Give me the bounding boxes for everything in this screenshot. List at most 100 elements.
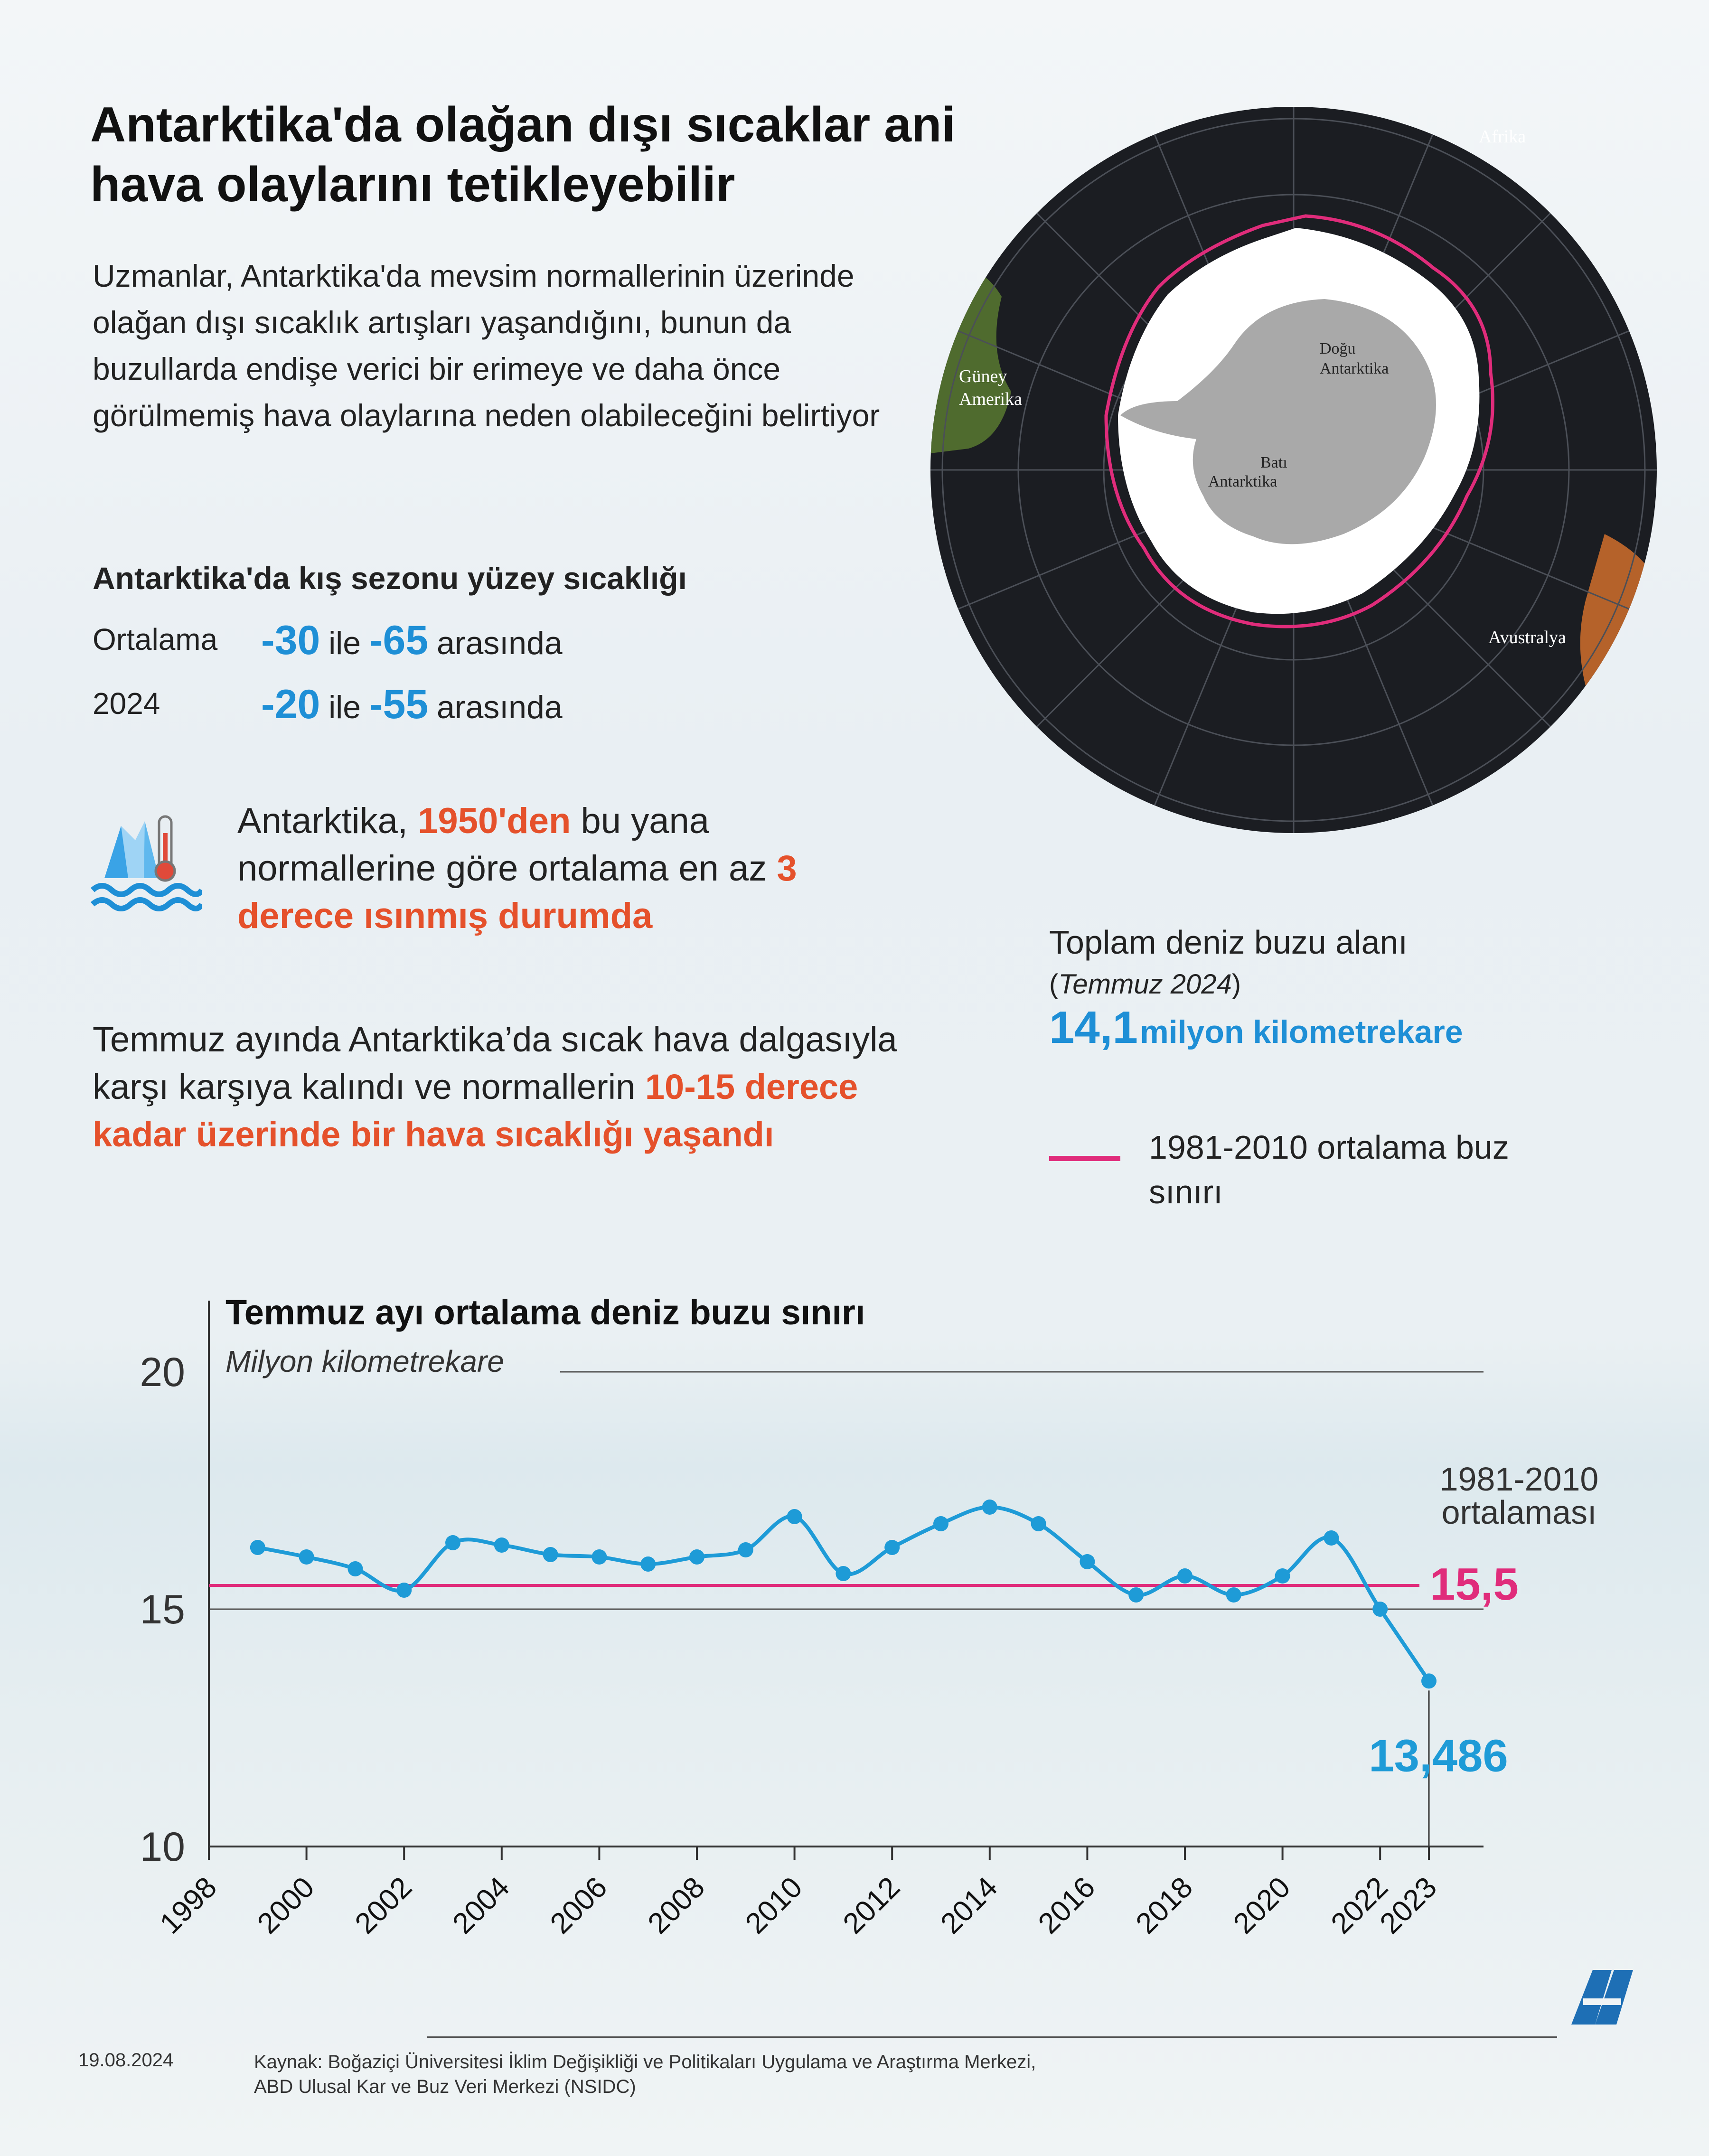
y-tick-label: 20 <box>140 1350 185 1395</box>
temp-high: -65 <box>369 618 429 663</box>
data-point <box>1031 1516 1046 1531</box>
legend-boundary-label: 1981-2010 ortalama buz sınırı <box>1149 1129 1509 1210</box>
map-layers <box>930 107 1657 833</box>
temp-mid: ile <box>329 625 361 661</box>
temp-low: -20 <box>261 682 320 727</box>
last-value-label: 13,486 <box>1369 1730 1508 1781</box>
chart-gridlines <box>209 1371 1484 1610</box>
x-tick-label: 2018 <box>1130 1871 1199 1940</box>
temp-suffix: arasında <box>436 689 563 725</box>
sea-ice-date-text: Temmuz 2024 <box>1058 969 1232 1000</box>
intro-text: Uzmanlar, Antarktika'da mevsim normaller… <box>93 258 880 433</box>
data-point <box>738 1542 753 1557</box>
footer-source-line: ABD Ulusal Kar ve Buz Veri Merkezi (NSID… <box>254 2076 636 2097</box>
heatwave-text: Temmuz ayında Antarktika’da sıcak hava d… <box>93 1016 900 1158</box>
reference-value-label: 15,5 <box>1430 1559 1519 1610</box>
sea-ice-date: (Temmuz 2024) <box>1049 968 1241 1000</box>
chart-x-ticks: 1998 2000 2002 2004 2006 2008 2010 2012 2014 2016… <box>154 1847 1443 1940</box>
label-west-antarctica-1: Batı <box>1260 454 1287 471</box>
x-tick-label: 2008 <box>642 1871 711 1940</box>
data-point <box>836 1566 851 1581</box>
data-point <box>250 1540 265 1555</box>
temp-suffix: arasında <box>436 625 563 661</box>
temp-row-label: Ortalama <box>93 622 218 656</box>
temp-row-values: -30 ile -65 arasında <box>261 617 563 664</box>
data-point <box>1421 1673 1437 1689</box>
data-point <box>1128 1587 1144 1603</box>
series-line <box>257 1505 1431 1682</box>
x-tick-label: 2020 <box>1227 1871 1296 1940</box>
data-point <box>787 1509 802 1524</box>
footer-divider <box>427 2036 1557 2038</box>
temp-row-label: 2024 <box>93 686 160 721</box>
antarctica-polar-map: Afrika Güney Amerika Doğu Antarktika Bat… <box>930 107 1657 833</box>
data-point <box>640 1556 656 1572</box>
data-point <box>933 1516 948 1531</box>
footer-source-line: Kaynak: Boğaziçi Üniversitesi İklim Deği… <box>254 2052 1036 2072</box>
data-point <box>592 1549 607 1565</box>
y-tick-label: 10 <box>140 1824 185 1870</box>
data-point <box>1080 1554 1095 1569</box>
label-east-antarctica-2: Antarktika <box>1320 360 1389 377</box>
average-ice-boundary <box>1104 214 1494 628</box>
temp-row-values: -20 ile -55 arasında <box>261 681 563 728</box>
x-tick-label: 2014 <box>934 1871 1004 1940</box>
winter-temp-title: Antarktika'da kış sezonu yüzey sıcaklığı <box>93 561 687 596</box>
data-point <box>347 1561 363 1576</box>
x-tick-label: 2000 <box>251 1871 320 1940</box>
sea-ice-line-chart: Temmuz ayı ortalama deniz buzu sınırı Mi… <box>140 1293 1599 1940</box>
x-tick-label: 2016 <box>1032 1871 1101 1940</box>
x-tick-label: 2006 <box>544 1871 613 1940</box>
data-point <box>1226 1587 1241 1603</box>
reference-label-line1: 1981-2010 <box>1440 1461 1599 1498</box>
temp-mid: ile <box>329 689 361 725</box>
data-point <box>445 1535 460 1550</box>
x-tick-label: 1998 <box>154 1871 223 1940</box>
data-point <box>494 1537 509 1553</box>
data-point <box>1324 1530 1339 1546</box>
sea-ice-number: 14,1 <box>1049 1002 1138 1053</box>
x-tick-label: 2004 <box>446 1871 516 1940</box>
x-tick-label: 2010 <box>739 1871 808 1940</box>
x-tick-label: 2022 <box>1325 1871 1394 1940</box>
chart-y-ticks: 10 15 20 <box>140 1350 185 1870</box>
warming-text-part: bu yana normallerine göre ortalama en az <box>237 801 777 889</box>
warming-highlight-year: 1950'den <box>418 801 571 841</box>
label-africa: Afrika <box>1479 127 1526 147</box>
antarctica-land <box>1120 299 1436 544</box>
label-west-antarctica-2: Antarktika <box>1208 473 1277 490</box>
sea-ice-date-paren: ) <box>1231 969 1241 1000</box>
aa-logo <box>1571 1970 1633 2025</box>
heatwave-highlight: 10-15 derece kadar üzerinde bir hava sıc… <box>93 1067 858 1154</box>
data-point <box>884 1540 900 1555</box>
temp-low: -30 <box>261 618 320 663</box>
series-points <box>250 1500 1437 1689</box>
label-east-antarctica-1: Doğu <box>1320 340 1356 357</box>
page-title: Antarktika'da olağan dışı sıcaklar ani h… <box>90 97 956 212</box>
sea-ice-value: 14,1 milyon kilometrekare <box>1049 1002 1463 1054</box>
heatwave-text-part: Temmuz ayında Antarktika’da sıcak hava d… <box>93 1020 897 1106</box>
warming-text-part: Antarktika, <box>237 801 418 841</box>
data-point <box>299 1549 314 1565</box>
sea-ice-date-paren: ( <box>1049 969 1059 1000</box>
sea-ice-unit: milyon kilometrekare <box>1140 1014 1463 1050</box>
data-point <box>543 1547 558 1562</box>
sea-ice-title: Toplam deniz buzu alanı <box>1049 924 1408 961</box>
data-point <box>1275 1568 1290 1584</box>
label-south-america-2: Amerika <box>959 389 1022 409</box>
x-tick-label: 2023 <box>1374 1871 1443 1940</box>
data-point <box>1372 1602 1388 1617</box>
y-tick-label: 15 <box>140 1587 185 1632</box>
iceberg-thermometer-icon <box>90 815 202 911</box>
x-tick-label: 2012 <box>837 1871 906 1940</box>
x-tick-label: 2002 <box>349 1871 418 1940</box>
reference-label-line2: ortalaması <box>1442 1494 1597 1531</box>
data-point <box>396 1583 412 1598</box>
data-point <box>982 1500 997 1515</box>
temp-high: -55 <box>369 682 429 727</box>
data-point <box>1177 1568 1193 1584</box>
footer-source: Kaynak: Boğaziçi Üniversitesi İklim Deği… <box>254 2050 1346 2099</box>
warming-highlight-degrees: 3 derece ısınmış durumda <box>237 848 797 936</box>
legend-boundary-swatch <box>1049 1156 1120 1161</box>
chart-title: Temmuz ayı ortalama deniz buzu sınırı <box>225 1293 865 1332</box>
